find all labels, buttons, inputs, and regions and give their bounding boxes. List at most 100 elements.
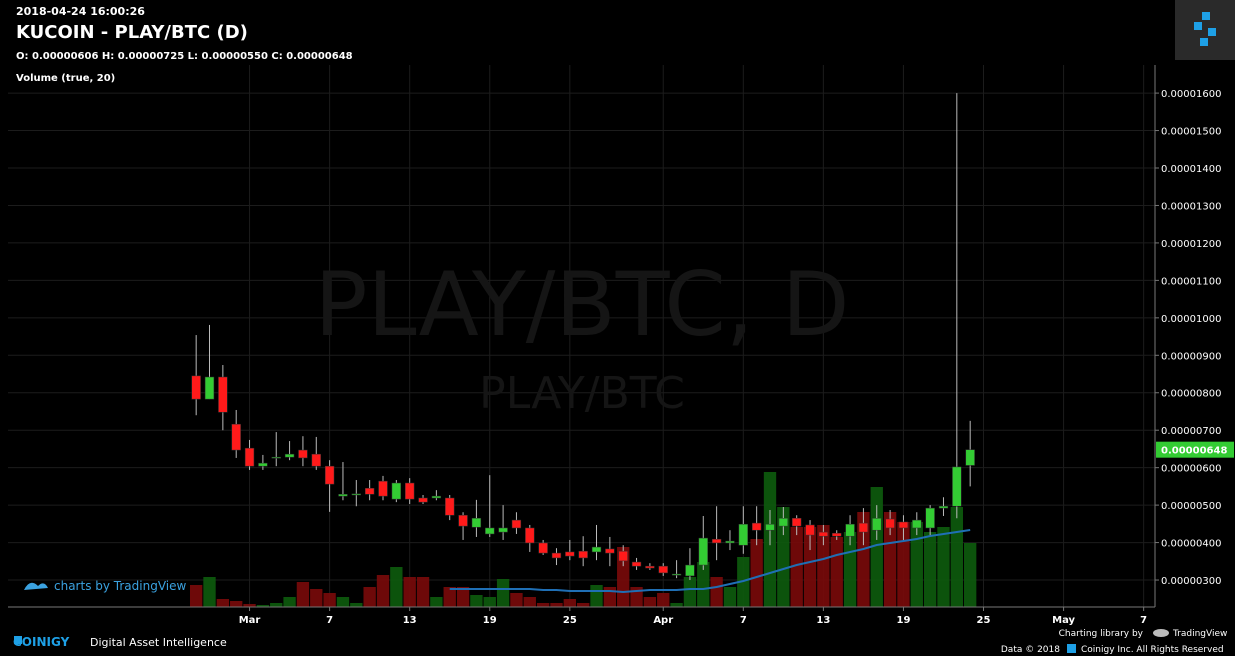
y-tick-label: 0.00000600 — [1161, 464, 1221, 475]
y-tick-label: 0.00001000 — [1161, 314, 1221, 325]
volume-bar — [456, 587, 470, 607]
y-tick-label: 0.00001200 — [1161, 239, 1221, 250]
candle-body — [751, 522, 762, 531]
candle-body — [218, 376, 228, 413]
candle-body — [431, 495, 442, 499]
candle-body — [872, 517, 882, 531]
candle-body — [818, 531, 829, 537]
x-tick-label: 7 — [740, 615, 747, 626]
x-tick-label: 19 — [483, 615, 497, 626]
volume-bar — [550, 603, 563, 607]
title: KUCOIN - PLAY/BTC (D) — [16, 22, 248, 43]
volume-ma-line — [449, 529, 971, 594]
candle-body — [645, 565, 655, 569]
candle-body — [912, 519, 922, 529]
tradingview-badge[interactable]: charts by TradingView — [24, 579, 186, 593]
candle-body — [498, 527, 508, 533]
watermark: PLAY/BTC, D — [314, 253, 849, 356]
candle-body — [858, 522, 869, 533]
x-tick-label: 13 — [816, 615, 830, 626]
candle-body — [324, 465, 335, 485]
volume-bar — [937, 527, 950, 607]
candle-body — [685, 564, 695, 577]
x-tick-label: 7 — [1140, 615, 1147, 626]
candle-body — [405, 482, 415, 500]
volume-bar — [817, 525, 830, 607]
volume-bar — [203, 577, 216, 607]
y-tick-label: 0.00000300 — [1161, 576, 1221, 587]
candle-body — [658, 565, 668, 574]
volume-bar — [363, 587, 376, 607]
x-tick-label: 13 — [403, 615, 417, 626]
y-tick-label: 0.00001100 — [1161, 276, 1221, 287]
x-tick-label: Apr — [653, 615, 673, 626]
y-tick-label: 0.00000400 — [1161, 539, 1221, 550]
candle-body — [605, 548, 615, 554]
tradingview-text[interactable]: charts by TradingView — [54, 579, 186, 593]
tagline: Digital Asset Intelligence — [90, 636, 227, 649]
candle-body — [591, 546, 602, 553]
timestamp: 2018-04-24 16:00:26 — [16, 5, 145, 18]
volume-bar — [416, 577, 430, 607]
candle-body — [925, 507, 935, 529]
volume-bar — [523, 597, 536, 607]
candle-body — [565, 551, 575, 557]
volume-bar — [910, 522, 923, 607]
volume-label: Volume (true, 20) — [16, 73, 115, 84]
candle-body — [244, 447, 255, 467]
x-tick-label: 19 — [896, 615, 910, 626]
candle-body — [578, 550, 588, 559]
data-copyright: Data © 2018 — [1001, 645, 1060, 655]
volume-bar — [697, 562, 710, 607]
volume-bar — [283, 597, 296, 607]
charting-brand: TradingView — [1172, 629, 1227, 639]
candle-body — [191, 375, 201, 400]
candle-body — [538, 542, 548, 554]
y-tick-label: 0.00001600 — [1161, 89, 1221, 100]
candle-body — [711, 538, 722, 544]
candle-body — [485, 527, 495, 535]
y-tick-label: 0.00001500 — [1161, 127, 1221, 138]
candle-body — [471, 517, 482, 528]
y-tick-label: 0.00001300 — [1161, 201, 1221, 212]
x-tick-label: 25 — [563, 615, 577, 626]
volume-bar — [870, 487, 883, 607]
candle-body — [418, 497, 428, 503]
candle-body — [671, 573, 682, 576]
volume-bar — [336, 597, 350, 607]
volume-bar — [230, 601, 243, 607]
volume-bar — [670, 603, 683, 607]
grid — [8, 65, 1155, 607]
x-tick-label: 7 — [326, 615, 333, 626]
rights: Coinigy Inc. All Rights Reserved — [1081, 645, 1224, 655]
volume-bar — [403, 577, 416, 607]
volume-bar — [310, 589, 323, 607]
candle-body — [391, 482, 401, 500]
volume-bar — [256, 605, 270, 607]
footer: COINIGY Digital Asset Intelligence Chart… — [13, 629, 1227, 655]
candle-body — [458, 514, 468, 527]
volume-bar — [323, 593, 336, 607]
volume-bar — [510, 593, 523, 607]
volume-bar — [963, 543, 977, 607]
candle-body — [832, 532, 842, 537]
last-price-label: 0.00000648 — [1161, 446, 1227, 457]
volume-bar — [189, 585, 203, 607]
candle-body — [631, 561, 642, 567]
candle-body — [378, 480, 388, 497]
marks — [189, 93, 977, 607]
volume-bar — [750, 539, 763, 607]
candle-body — [618, 550, 628, 562]
candle-body — [885, 518, 895, 529]
x-tick-label: Mar — [239, 615, 261, 626]
volume-bar — [657, 593, 670, 607]
volume-bar — [443, 587, 456, 607]
candle-body — [258, 462, 268, 467]
candle-body — [965, 449, 975, 466]
candle-body — [805, 524, 815, 536]
candle-body — [898, 521, 909, 529]
last-price-box — [1156, 441, 1234, 458]
y-tick-label: 0.00001400 — [1161, 164, 1221, 175]
volume-bar — [470, 595, 483, 607]
